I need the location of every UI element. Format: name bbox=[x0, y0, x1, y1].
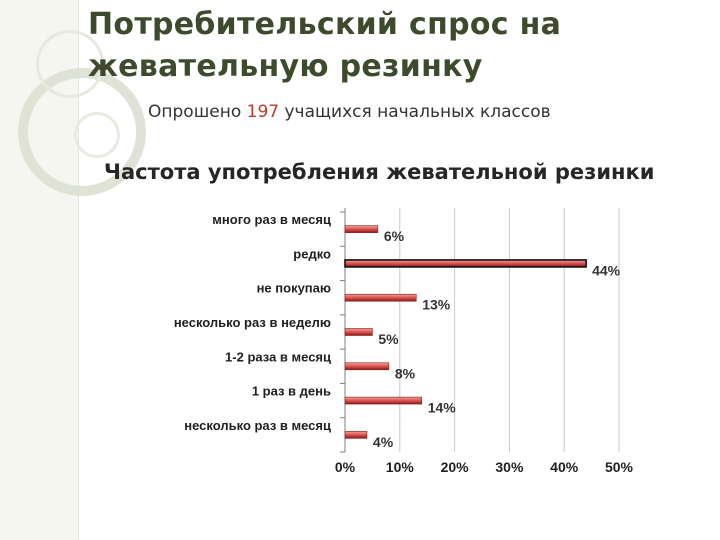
data-label: 6% bbox=[384, 228, 405, 244]
bar bbox=[344, 225, 379, 233]
bar bbox=[344, 396, 423, 405]
category-label: редко bbox=[293, 246, 331, 261]
category-label: несколько раз в неделю bbox=[174, 315, 331, 330]
decorative-ring bbox=[74, 112, 120, 158]
subtitle-prefix: Опрошено bbox=[148, 102, 247, 122]
x-tick-label: 40% bbox=[550, 459, 579, 475]
bar bbox=[344, 328, 373, 336]
subtitle-suffix: учащихся начальных классов bbox=[279, 102, 551, 122]
category-label: не покупаю bbox=[257, 281, 331, 296]
bar bbox=[344, 431, 368, 439]
category-label: много раз в месяц bbox=[212, 212, 331, 227]
x-tick-label: 30% bbox=[495, 459, 524, 475]
category-label: 1 раз в день bbox=[252, 384, 331, 399]
category-label: 1-2 раза в месяц bbox=[225, 349, 331, 364]
x-tick-label: 20% bbox=[441, 459, 470, 475]
respondent-count: 197 bbox=[246, 102, 280, 122]
slide-subtitle: Опрошено 197 учащихся начальных классов bbox=[148, 102, 551, 122]
x-tick-label: 0% bbox=[335, 459, 356, 475]
data-label: 44% bbox=[592, 262, 621, 278]
chart-title: Частота употребления жевательной резинки bbox=[104, 160, 655, 184]
bar bbox=[344, 293, 417, 302]
data-label: 13% bbox=[422, 297, 451, 313]
data-label: 14% bbox=[428, 400, 457, 416]
x-tick-label: 50% bbox=[605, 459, 634, 475]
side-divider bbox=[78, 0, 79, 540]
x-tick-label: 10% bbox=[386, 459, 415, 475]
bar bbox=[344, 259, 587, 268]
category-label: несколько раз в месяц bbox=[184, 418, 331, 433]
data-label: 4% bbox=[373, 434, 394, 450]
slide-title: Потребительский спрос на жевательную рез… bbox=[88, 7, 562, 84]
decorative-ring bbox=[36, 30, 104, 98]
data-label: 8% bbox=[395, 365, 416, 381]
bar bbox=[344, 362, 390, 371]
data-label: 5% bbox=[378, 331, 399, 347]
